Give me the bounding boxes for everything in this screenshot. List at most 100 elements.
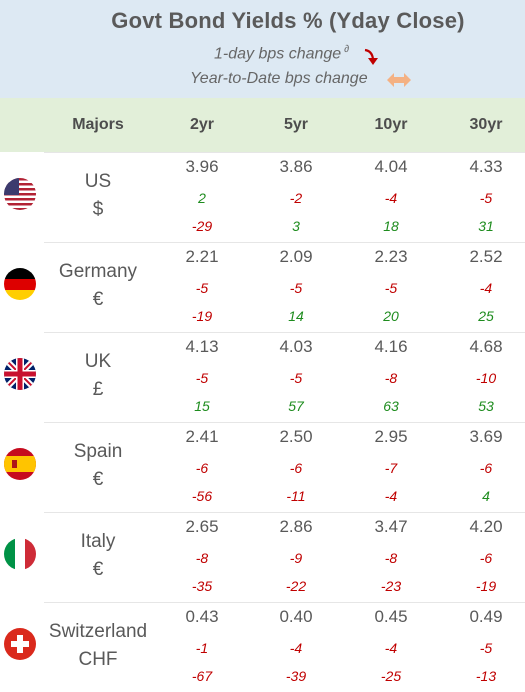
legend-daily-label: 1-day bps change [214,45,342,63]
table-row-uk: UK £ 4.13 4.03 4.16 4.68 -5 -5 -8 -10 15… [0,332,525,422]
daily-change-10yr: -7 [384,460,398,476]
table-row-us: US $ 3.96 3.86 4.04 4.33 2 -2 -4 -5 -29 … [0,152,525,242]
ytd-change-30yr: -13 [475,668,497,684]
us-flag-icon [4,178,36,210]
yield-10yr: 2.95 [374,427,408,446]
country-name: Italy [80,531,116,552]
currency-symbol: € [92,559,104,580]
ytd-change-10yr: -25 [380,668,402,684]
column-header-10yr: 10yr [374,116,408,133]
ytd-change-5yr: -11 [286,488,306,504]
row-divider [44,422,525,423]
daily-change-2yr: -6 [195,460,209,476]
daily-change-5yr: -5 [289,370,303,386]
daily-change-10yr: -4 [384,640,398,656]
header-banner: Govt Bond Yields % (Yday Close) 1-day bp… [0,0,525,98]
yield-2yr: 2.41 [185,427,219,446]
column-headers: Majors 2yr 5yr 10yr 30yr [0,98,525,152]
country-name: Spain [73,441,123,462]
ytd-change-2yr: -29 [191,218,213,234]
currency-symbol: € [92,289,104,310]
ytd-change-2yr: -67 [191,668,213,684]
ytd-change-10yr: 63 [383,398,399,414]
ytd-change-10yr: -4 [384,488,398,504]
daily-change-10yr: -8 [384,370,398,386]
column-header-majors: Majors [72,116,124,133]
country-name: Germany [58,261,138,282]
column-header-2yr: 2yr [189,116,215,133]
ytd-change-5yr: 14 [288,308,304,324]
ytd-change-5yr: 57 [288,398,304,414]
curved-arrow-down-icon [364,48,378,65]
row-divider [44,512,525,513]
ytd-change-10yr: -23 [380,578,402,594]
yield-2yr: 3.96 [185,157,219,176]
daily-change-30yr: -4 [479,280,493,296]
ytd-change-10yr: 18 [383,218,399,234]
daily-change-5yr: -2 [289,190,303,206]
switzerland-flag-icon [4,628,36,660]
daily-change-5yr: -4 [289,640,303,656]
yield-10yr: 4.16 [374,337,408,356]
legend-daily-sup: ∂ [344,44,350,55]
yield-5yr: 2.50 [279,427,313,446]
row-divider [44,242,525,243]
yield-2yr: 2.65 [185,517,219,536]
daily-change-30yr: -6 [479,550,493,566]
column-header-30yr: 30yr [469,116,503,133]
table-row-italy: Italy € 2.65 2.86 3.47 4.20 -8 -9 -8 -6 … [0,512,525,602]
yield-30yr: 0.49 [469,607,503,626]
legend-daily: 1-day bps change ∂ [214,44,349,63]
daily-change-30yr: -5 [479,190,493,206]
currency-symbol: £ [92,379,104,400]
daily-change-30yr: -6 [479,460,493,476]
daily-change-2yr: -5 [195,280,209,296]
table-row-germany: Germany € 2.21 2.09 2.23 2.52 -5 -5 -5 -… [0,242,525,332]
country-name: Switzerland [48,621,148,642]
yield-2yr: 4.13 [185,337,219,356]
italy-flag-icon [4,538,36,570]
yield-10yr: 3.47 [374,517,408,536]
ytd-change-10yr: 20 [383,308,399,324]
uk-flag-icon [4,358,36,390]
yield-10yr: 4.04 [374,157,408,176]
daily-change-5yr: -6 [289,460,303,476]
yield-5yr: 3.86 [279,157,313,176]
yield-30yr: 4.68 [469,337,503,356]
table-row-spain: Spain € 2.41 2.50 2.95 3.69 -6 -6 -7 -6 … [0,422,525,512]
country-name: US [84,171,112,192]
currency-symbol: € [92,469,104,490]
ytd-change-30yr: 25 [478,308,494,324]
table-row-switzerland: Switzerland CHF 0.43 0.40 0.45 0.49 -1 -… [0,602,525,692]
yield-5yr: 4.03 [279,337,313,356]
ytd-change-5yr: -39 [285,668,307,684]
ytd-change-2yr: -35 [191,578,213,594]
country-name: UK [84,351,112,372]
ytd-change-2yr: -56 [191,488,213,504]
yield-5yr: 2.86 [279,517,313,536]
daily-change-5yr: -9 [289,550,303,566]
ytd-change-30yr: 31 [478,218,494,234]
ytd-change-30yr: -19 [475,578,497,594]
ytd-change-2yr: 15 [194,398,210,414]
yield-30yr: 4.20 [469,517,503,536]
row-divider [44,332,525,333]
yield-5yr: 2.09 [279,247,313,266]
currency-symbol: CHF [78,649,118,670]
yield-30yr: 3.69 [469,427,503,446]
ytd-change-2yr: -19 [191,308,213,324]
yield-5yr: 0.40 [279,607,313,626]
ytd-change-5yr: -22 [285,578,307,594]
yield-30yr: 2.52 [469,247,503,266]
legend-ytd: Year-to-Date bps change [190,70,368,88]
daily-change-10yr: -4 [384,190,398,206]
column-header-5yr: 5yr [283,116,309,133]
legend-ytd-label: Year-to-Date bps change [190,70,368,87]
ytd-change-30yr: 53 [478,398,494,414]
currency-symbol: $ [92,199,104,220]
chart-title: Govt Bond Yields % (Yday Close) [111,8,465,33]
daily-change-30yr: -5 [479,640,493,656]
daily-change-30yr: -10 [475,370,497,386]
daily-change-10yr: -5 [384,280,398,296]
daily-change-2yr: -1 [195,640,209,656]
